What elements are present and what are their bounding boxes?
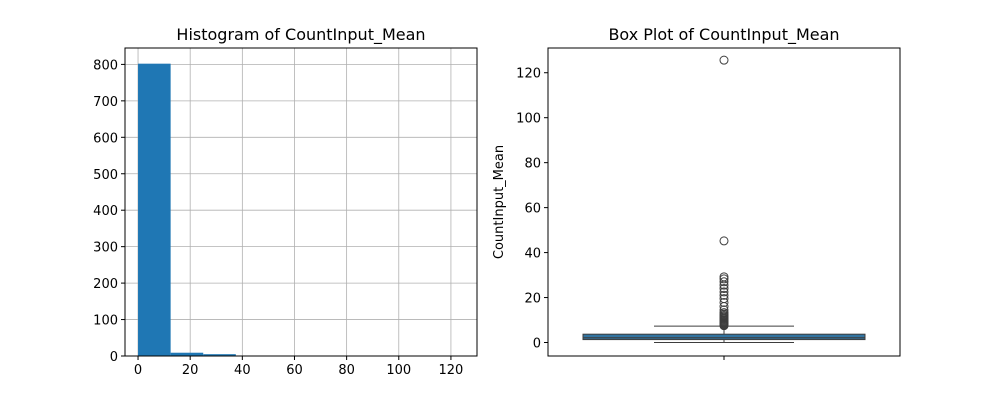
boxplot-outlier-point <box>719 55 729 65</box>
histogram-xtick-label: 80 <box>338 363 355 378</box>
histogram-ytick-label: 700 <box>93 95 118 110</box>
histogram-bar <box>203 354 236 356</box>
histogram-panel: Histogram of CountInput_Mean 0 20 40 60 80 10… <box>93 25 478 378</box>
boxplot-outlier-point <box>719 297 729 307</box>
histogram-title: Histogram of CountInput_Mean <box>176 25 425 45</box>
boxplot-ylabel: CountInput_Mean <box>492 145 507 259</box>
boxplot-ytick-label: 80 <box>524 157 541 172</box>
histogram-ytick-label: 100 <box>93 314 118 329</box>
boxplot-outlier-point <box>719 272 729 282</box>
histogram-ticks: 0 20 40 60 80 100 120 0 100 200 300 400 500 600 700 800 <box>93 58 463 378</box>
boxplot-ytick-label: 40 <box>524 247 541 262</box>
boxplot-outlier-point <box>719 277 729 287</box>
boxplot-outlier-point <box>719 284 729 294</box>
histogram-frame <box>124 47 478 357</box>
boxplot-box <box>582 333 866 341</box>
histogram-xtick-label: 40 <box>234 363 251 378</box>
boxplot-frame <box>547 47 901 357</box>
boxplot-panel: Box Plot of CountInput_Mean CountInput_M… <box>492 25 901 360</box>
boxplot-outliers <box>719 55 729 331</box>
histogram-ytick-label: 600 <box>93 131 118 146</box>
histogram-ytick-label: 300 <box>93 241 118 256</box>
histogram-xtick-label: 20 <box>182 363 199 378</box>
histogram-ytick-label: 200 <box>93 277 118 292</box>
boxplot-title: Box Plot of CountInput_Mean <box>608 25 839 45</box>
histogram-xtick-label: 100 <box>386 363 411 378</box>
boxplot-ytick-label: 60 <box>524 202 541 217</box>
boxplot-outlier-point <box>719 236 729 246</box>
boxplot-outlier-point <box>719 290 729 300</box>
boxplot-ytick-label: 0 <box>533 337 541 352</box>
histogram-xtick-label: 0 <box>134 363 142 378</box>
boxplot-outlier-point <box>719 287 729 297</box>
boxplot-outlier-point <box>719 294 729 304</box>
boxplot-outlier-point <box>719 305 729 315</box>
histogram-xtick-label: 120 <box>439 363 464 378</box>
boxplot-ytick-label: 120 <box>516 67 541 82</box>
histogram-ytick-label: 400 <box>93 204 118 219</box>
boxplot-ytick-label: 100 <box>516 112 541 127</box>
boxplot-ytick-label: 20 <box>524 292 541 307</box>
boxplot-outlier-point <box>719 308 729 318</box>
histogram-ytick-label: 800 <box>93 58 118 73</box>
boxplot-ticks: 0 20 40 60 80 100 120 <box>516 67 725 360</box>
histogram-xtick-label: 60 <box>286 363 303 378</box>
histogram-bar <box>138 63 171 357</box>
histogram-bar <box>170 352 204 356</box>
histogram-ytick-label: 500 <box>93 168 118 183</box>
histogram-ytick-label: 0 <box>110 350 118 365</box>
